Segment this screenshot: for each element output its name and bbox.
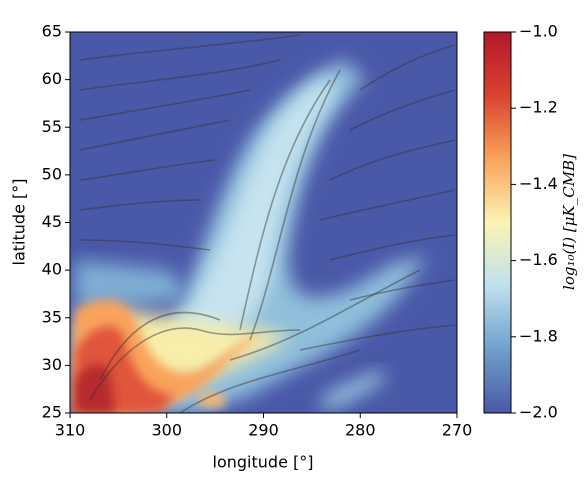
y-tick-label: 25 bbox=[42, 403, 62, 422]
streamlines bbox=[79, 34, 456, 413]
colorbar-tick-label: −1.8 bbox=[519, 326, 558, 345]
x-tick-label: 280 bbox=[345, 421, 376, 440]
y-tick-label: 45 bbox=[42, 212, 62, 231]
y-tick-label: 60 bbox=[42, 69, 62, 88]
y-tick-label: 30 bbox=[42, 355, 62, 374]
x-axis-label: longitude [°] bbox=[213, 453, 314, 472]
colorbar-label: log₁₀(I) [μK_CMB] bbox=[560, 154, 578, 290]
colorbar bbox=[483, 31, 512, 414]
y-tick-label: 65 bbox=[42, 22, 62, 41]
x-tick-label: 310 bbox=[55, 421, 86, 440]
y-tick-label: 35 bbox=[42, 307, 62, 326]
intensity-field bbox=[70, 32, 457, 413]
x-tick-label: 290 bbox=[248, 421, 279, 440]
y-tick-label: 40 bbox=[42, 260, 62, 279]
y-axis-label: latitude [°] bbox=[10, 179, 29, 266]
colorbar-tick-label: −1.0 bbox=[519, 22, 558, 41]
y-tick-label: 50 bbox=[42, 164, 62, 183]
colorbar-tick-label: −1.6 bbox=[519, 250, 558, 269]
colorbar-tick-label: −1.4 bbox=[519, 174, 558, 193]
y-tick-label: 55 bbox=[42, 117, 62, 136]
colorbar-tick-label: −2.0 bbox=[519, 403, 558, 422]
x-tick-label: 300 bbox=[151, 421, 182, 440]
colorbar-tick-label: −1.2 bbox=[519, 98, 558, 117]
x-tick-label: 270 bbox=[442, 421, 473, 440]
